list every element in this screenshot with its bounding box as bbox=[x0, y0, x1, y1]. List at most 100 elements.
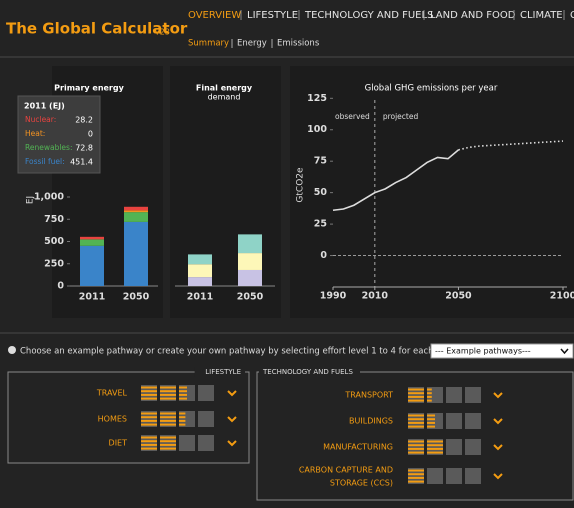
dropdown-arrow bbox=[560, 348, 569, 355]
line-series bbox=[332, 149, 459, 212]
lever-box[interactable] bbox=[408, 468, 424, 484]
x-tick-label: 2050 bbox=[445, 291, 472, 302]
y-tick-label: 0 bbox=[320, 250, 327, 261]
lever-box[interactable] bbox=[446, 387, 462, 403]
panel-bg bbox=[290, 66, 574, 318]
panel-title: LIFESTYLE bbox=[205, 368, 241, 376]
lever-expand[interactable] bbox=[493, 473, 503, 480]
lever-box[interactable] bbox=[427, 387, 443, 403]
lever-box[interactable] bbox=[446, 468, 462, 484]
lever-stripe bbox=[408, 447, 424, 450]
lever-box[interactable] bbox=[427, 413, 443, 429]
lever-box[interactable] bbox=[141, 435, 157, 451]
tooltip-value: 28.2 bbox=[75, 116, 93, 125]
nav-item[interactable]: C bbox=[570, 10, 574, 21]
lever-box[interactable] bbox=[427, 468, 443, 484]
lever-box[interactable] bbox=[198, 411, 214, 427]
nav-item[interactable]: LIFESTYLE bbox=[247, 10, 298, 21]
lever-stripe bbox=[408, 425, 424, 428]
panel-title: TECHNOLOGY AND FUELS bbox=[262, 368, 353, 376]
lever-box[interactable] bbox=[446, 439, 462, 455]
lever-label[interactable]: CARBON CAPTURE AND bbox=[299, 466, 393, 475]
lever-label[interactable]: TRAVEL bbox=[96, 389, 128, 398]
lever-label[interactable]: MANUFACTURING bbox=[323, 443, 393, 452]
lever-box[interactable] bbox=[408, 387, 424, 403]
lever-box[interactable] bbox=[198, 385, 214, 401]
lever-label[interactable]: HOMES bbox=[98, 415, 127, 424]
bar-segment bbox=[80, 236, 104, 240]
tooltip-label: Heat: bbox=[25, 129, 45, 138]
lever-box[interactable] bbox=[160, 411, 176, 427]
bar-segment bbox=[124, 206, 148, 211]
lever-stripe bbox=[408, 399, 424, 402]
lever-expand[interactable] bbox=[227, 390, 237, 397]
chart-title: Final energy bbox=[196, 84, 253, 93]
lever-stripe bbox=[427, 388, 432, 391]
lever-stripe bbox=[141, 440, 157, 443]
lever-box[interactable] bbox=[465, 413, 481, 429]
bar-segment bbox=[124, 210, 148, 213]
lever-stripe bbox=[141, 436, 157, 439]
panel-bg bbox=[170, 66, 281, 318]
lever-stripe bbox=[427, 395, 432, 398]
lever-label[interactable]: STORAGE (CCS) bbox=[330, 479, 393, 488]
lever-label[interactable]: DIET bbox=[109, 439, 128, 448]
lever-expand[interactable] bbox=[493, 444, 503, 451]
subnav-item[interactable]: Emissions bbox=[277, 39, 320, 49]
lever-box[interactable] bbox=[179, 411, 195, 427]
lever-stripe bbox=[408, 476, 424, 479]
lever-stripe bbox=[179, 390, 187, 393]
lever-box[interactable] bbox=[427, 439, 443, 455]
tooltip-label: Fossil fuel: bbox=[25, 157, 65, 166]
lever-stripe bbox=[141, 397, 157, 400]
lever-box[interactable] bbox=[141, 385, 157, 401]
y-tick-label: 1,000 bbox=[34, 192, 64, 203]
bar-segment bbox=[188, 264, 212, 278]
x-tick-label: 2011 bbox=[79, 292, 105, 303]
lever-stripe bbox=[141, 390, 157, 393]
nav-item[interactable]: OVERVIEW bbox=[188, 10, 241, 21]
lever-stripe bbox=[141, 447, 157, 450]
lever-expand[interactable] bbox=[493, 418, 503, 425]
app-title: The Global Calculator bbox=[6, 20, 188, 38]
lever-stripe bbox=[160, 393, 176, 396]
x-tick-label: 2050 bbox=[123, 292, 150, 303]
lever-expand[interactable] bbox=[227, 416, 237, 423]
nav-item[interactable]: CLIMATE bbox=[520, 10, 563, 21]
subnav-item[interactable]: Summary bbox=[188, 39, 229, 49]
lever-box[interactable] bbox=[465, 387, 481, 403]
chart-subtitle: demand bbox=[208, 93, 241, 102]
lever-box[interactable] bbox=[198, 435, 214, 451]
y-tick-label: 500 bbox=[44, 236, 64, 247]
lever-stripe bbox=[160, 412, 176, 415]
nav-item[interactable]: TECHNOLOGY AND FUELS bbox=[304, 10, 433, 21]
lever-box[interactable] bbox=[408, 439, 424, 455]
chart-title: Primary energy bbox=[54, 84, 124, 93]
lever-box[interactable] bbox=[160, 435, 176, 451]
x-tick-label: 2100 bbox=[550, 291, 574, 302]
nav-item[interactable]: LAND AND FOOD bbox=[430, 10, 516, 21]
dropdown-text[interactable]: --- Example pathways--- bbox=[435, 347, 531, 356]
lever-stripe bbox=[427, 447, 443, 450]
instructions: Choose an example pathway or create your… bbox=[20, 347, 460, 357]
lever-box[interactable] bbox=[408, 413, 424, 429]
tooltip-value: 72.8 bbox=[75, 144, 93, 153]
lever-box[interactable] bbox=[160, 385, 176, 401]
dropdown[interactable] bbox=[430, 343, 574, 359]
lever-box[interactable] bbox=[179, 385, 195, 401]
lever-expand[interactable] bbox=[227, 440, 237, 447]
lever-label[interactable]: BUILDINGS bbox=[349, 417, 393, 426]
y-axis-label: GtCO2e bbox=[296, 167, 306, 203]
lever-expand[interactable] bbox=[493, 392, 503, 399]
lever-label[interactable]: TRANSPORT bbox=[344, 391, 393, 400]
lever-box[interactable] bbox=[179, 435, 195, 451]
lever-box[interactable] bbox=[465, 439, 481, 455]
lever-stripe bbox=[141, 412, 157, 415]
panel-title-bg bbox=[194, 367, 245, 377]
y-tick-label: 75 bbox=[314, 156, 327, 167]
subnav-item[interactable]: Energy bbox=[237, 39, 267, 49]
lever-box[interactable] bbox=[446, 413, 462, 429]
lever-box[interactable] bbox=[141, 411, 157, 427]
lever-box[interactable] bbox=[465, 468, 481, 484]
lever-stripe bbox=[427, 414, 435, 417]
